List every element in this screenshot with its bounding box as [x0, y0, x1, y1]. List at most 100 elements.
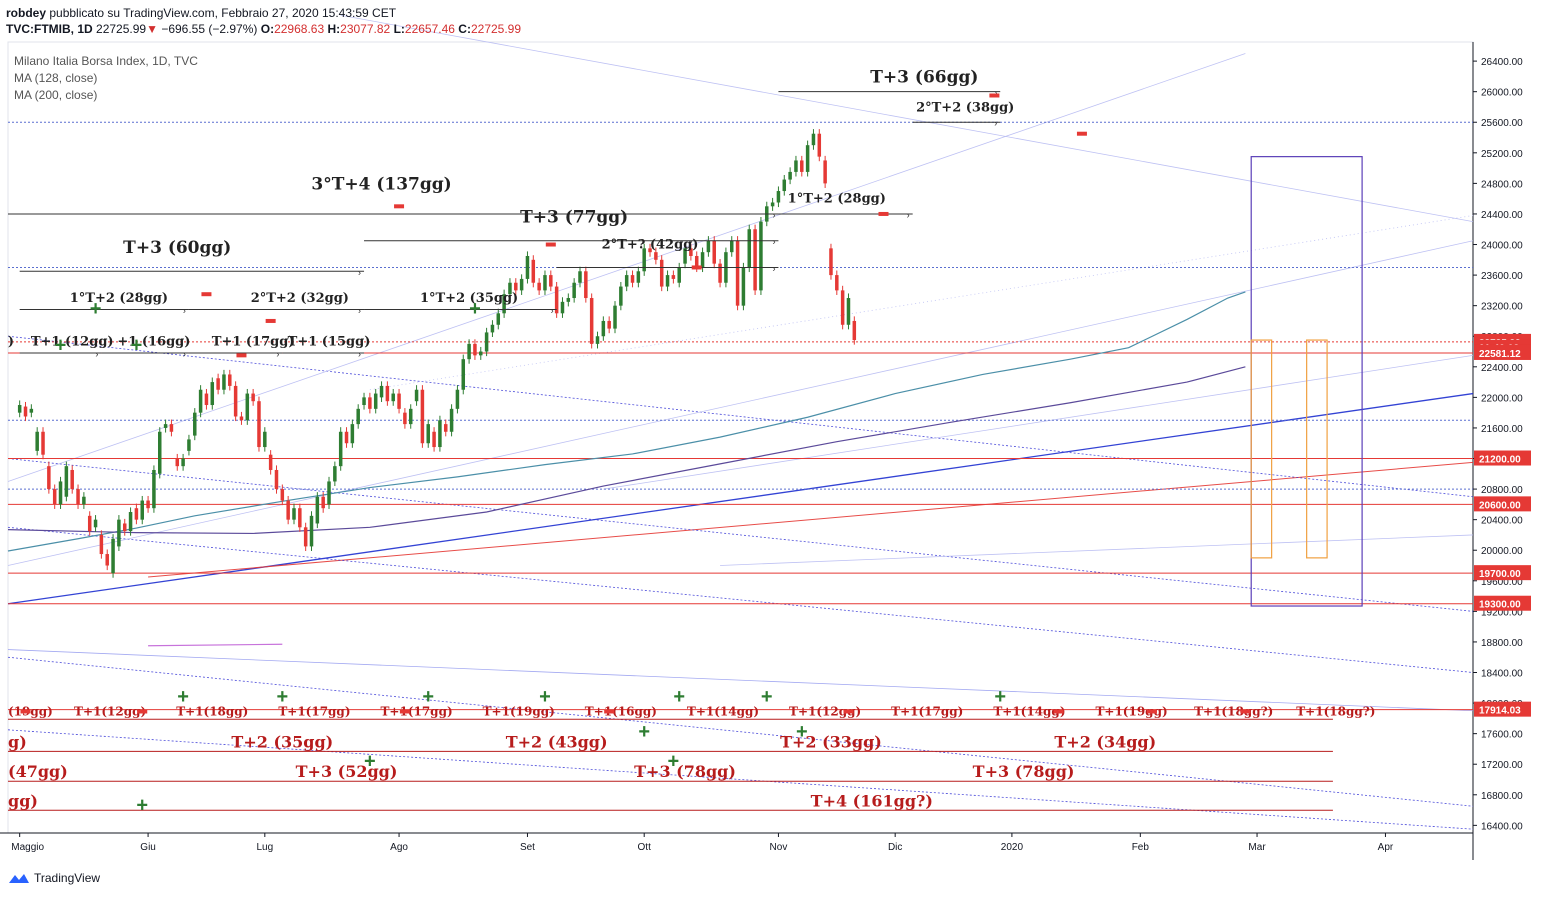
symbol: TVC:FTMIB, 1D [6, 22, 93, 36]
candle-body [712, 240, 716, 264]
candle-body [122, 523, 127, 532]
candle-body [292, 508, 296, 520]
time-axis: Maggio Giu Lug Ago Set Ott Nov Dic 2020 Feb Mar Apr [11, 833, 1394, 853]
candle-body [782, 179, 787, 192]
cycle-row-t3-label-0: (47gg) [8, 762, 68, 781]
candle-body [759, 221, 763, 291]
candle-body [788, 171, 792, 180]
trend-line-1 [148, 461, 1474, 578]
candle-body [665, 275, 670, 287]
minus-marker-icon [989, 93, 1000, 98]
candle-body [800, 160, 804, 172]
candle-body [823, 160, 827, 184]
candle-body [490, 324, 495, 333]
candle-body [455, 389, 460, 409]
ma128-line [7, 291, 1246, 552]
legend-ma128[interactable]: MA (128, close) [14, 71, 98, 85]
low-value: 22657.46 [404, 22, 455, 36]
price-label-bg-7 [1474, 701, 1531, 717]
last-price: 22725.99 [96, 22, 147, 36]
plus-marker-icon: + [994, 686, 1006, 708]
plus-marker-icon: + [136, 795, 148, 817]
candle-body [648, 248, 652, 253]
candle-body [613, 305, 617, 329]
annotation-upper-11: +1 (16gg) [117, 334, 190, 349]
candle-body [17, 405, 22, 413]
cycle-row-t1-label-7: T+1(14gg) [687, 704, 759, 718]
legend-ma200[interactable]: MA (200, close) [14, 88, 98, 102]
trend-line-6 [7, 729, 1474, 830]
candle-body [222, 374, 226, 390]
minus-marker-icon [236, 353, 247, 358]
candle-body [659, 259, 664, 287]
candle-body [852, 320, 857, 341]
plus-marker-icon: + [469, 298, 481, 320]
minus-marker-icon [137, 709, 148, 714]
plus-marker-icon: + [364, 750, 376, 772]
candle-body [514, 282, 518, 291]
tradingview-brand[interactable]: TradingView [8, 871, 100, 885]
x-tick-label: Ago [390, 842, 408, 853]
trend-line-10 [340, 14, 1474, 222]
annotation-upper-10: T+1 (12gg) [31, 334, 114, 349]
candle-body [344, 431, 349, 444]
plus-marker-icon: + [131, 335, 143, 357]
candle-body [829, 248, 833, 276]
annotation-upper-3: 1°T+2 (28gg) [788, 191, 886, 206]
y-tick-label: 21600.00 [1481, 424, 1523, 435]
moving-averages [7, 291, 1246, 552]
candle-body [286, 500, 290, 520]
candle-body [373, 393, 378, 409]
cycle-row-t2-label-4: T+2 (34gg) [1054, 732, 1156, 751]
ohlc-line: TVC:FTMIB, 1D 22725.99▼ −696.55 (−2.97%)… [6, 22, 521, 36]
candle-body [210, 382, 215, 406]
plus-marker-icon: + [422, 686, 434, 708]
candle-body [753, 229, 757, 291]
candle-body [187, 439, 191, 451]
projection-box-orange-2 [1306, 339, 1328, 559]
candle-body [438, 420, 442, 448]
candle-body [607, 320, 611, 329]
candle-body [572, 282, 576, 299]
candle-body [566, 298, 571, 302]
candle-body [560, 301, 565, 314]
candle-body [333, 466, 337, 482]
candle-body [321, 496, 325, 509]
arrow-head-icon: › [772, 210, 775, 220]
price-label-5: 19700.00 [1479, 569, 1521, 580]
x-tick-label: Feb [1132, 842, 1150, 853]
candle-body [729, 240, 734, 253]
open-label: O: [260, 22, 275, 36]
y-tick-label: 25200.00 [1481, 149, 1523, 160]
price-label-bg-4 [1474, 496, 1531, 512]
candle-body [700, 252, 705, 268]
candle-body [467, 343, 471, 360]
arrow-head-icon: › [183, 349, 186, 359]
candle-body [87, 515, 92, 532]
y-tick-label: 22400.00 [1481, 363, 1523, 374]
cycle-row-t1-label-8: T+1(12gg) [789, 704, 861, 718]
candle-body [770, 202, 775, 207]
candle-body [245, 393, 250, 421]
x-tick-label: Mar [1248, 842, 1266, 853]
candle-body [70, 469, 74, 490]
candle-body [595, 336, 600, 344]
legend-title: Milano Italia Borsa Index, 1D, TVC [14, 54, 198, 68]
candle-body [443, 424, 448, 432]
price-label-bg-6 [1474, 595, 1531, 611]
y-tick-label: 26400.00 [1481, 57, 1523, 68]
candle-body [140, 500, 144, 520]
candle-body [584, 271, 588, 299]
cycle-row-t3-label-3: T+3 (78gg) [973, 762, 1075, 781]
publish-line: robdey pubblicato su TradingView.com, Fe… [6, 6, 396, 20]
annotation-upper-7: 1°T+2 (28gg) [70, 291, 168, 306]
y-tick-label: 19200.00 [1481, 607, 1523, 618]
y-tick-label: 20000.00 [1481, 546, 1523, 557]
candle-body [216, 378, 220, 390]
candles[interactable] [17, 129, 857, 578]
candle-body [537, 282, 541, 291]
candle-body [397, 393, 401, 409]
candle-body [257, 401, 261, 448]
price-label-4: 20600.00 [1479, 500, 1521, 511]
